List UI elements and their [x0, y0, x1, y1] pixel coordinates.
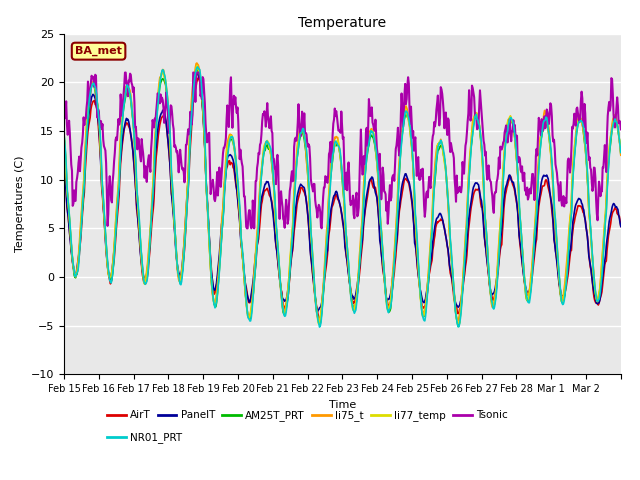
Title: Temperature: Temperature [298, 16, 387, 30]
Y-axis label: Temperatures (C): Temperatures (C) [15, 156, 26, 252]
Text: BA_met: BA_met [75, 46, 122, 56]
Legend: NR01_PRT: NR01_PRT [102, 428, 186, 447]
X-axis label: Time: Time [329, 400, 356, 409]
